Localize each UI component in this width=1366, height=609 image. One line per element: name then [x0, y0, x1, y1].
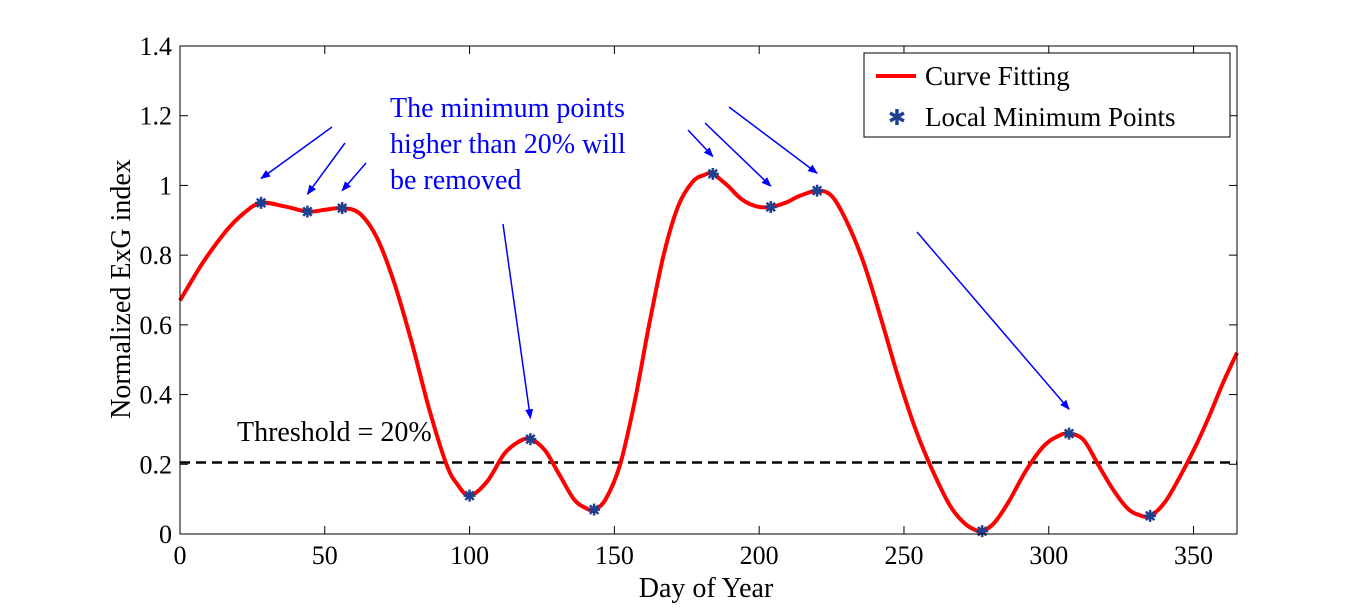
annotation-arrow	[704, 122, 772, 187]
x-tick-label: 300	[1029, 541, 1068, 570]
local-minimum-point	[1144, 509, 1157, 522]
annotation-arrow	[728, 106, 818, 174]
marker-core	[978, 527, 986, 535]
local-minimum-point	[976, 525, 989, 538]
annotation-line-1: The minimum points	[390, 93, 625, 124]
x-tick-label: 250	[884, 541, 923, 570]
annotation-line-3: be removed	[390, 165, 521, 196]
local-minimum-point	[764, 201, 777, 214]
local-minimum-point	[706, 167, 719, 180]
y-tick-label: 1.2	[140, 102, 173, 131]
y-tick-label: 0.6	[140, 311, 173, 340]
local-minimum-point	[255, 196, 268, 209]
y-axis-title: Normalized ExG index	[106, 159, 137, 419]
x-tick-label: 200	[740, 541, 779, 570]
local-minimum-point	[524, 433, 537, 446]
marker-core	[709, 170, 717, 178]
marker-core	[338, 204, 346, 212]
marker-core	[813, 187, 821, 195]
axes-frame	[179, 45, 1238, 535]
y-tick-label: 0.4	[140, 381, 173, 410]
x-tick-label: 0	[174, 541, 187, 570]
annotation-arrow	[502, 223, 534, 420]
y-tick-label: 1	[159, 171, 172, 200]
x-axis-title: Day of Year	[639, 573, 774, 604]
marker-core	[303, 208, 311, 216]
marker-core	[526, 435, 534, 443]
legend-marker-label: Local Minimum Points	[925, 102, 1176, 132]
annotation-arrow	[306, 142, 346, 195]
legend-marker-swatch: ✱	[888, 105, 906, 130]
local-minimum-point	[301, 205, 314, 218]
legend-box	[863, 52, 1231, 138]
tick-labels: 0 50 100 150 200 250 300 350 0 0.2 0.4 0.6 0.8 1 1.2 1.…	[140, 32, 1237, 570]
legend-curve-label: Curve Fitting	[925, 61, 1070, 91]
marker-core	[257, 199, 265, 207]
marker-core	[466, 492, 474, 500]
local-minimum-point	[463, 489, 476, 502]
annotation-arrow	[687, 129, 714, 158]
minimum-points-layer	[255, 167, 1157, 538]
y-tick-label: 1.4	[140, 32, 173, 61]
annotation-arrow	[341, 162, 367, 192]
y-tick-label: 0.8	[140, 241, 173, 270]
annotation-arrow	[260, 126, 333, 180]
x-tick-label: 150	[595, 541, 634, 570]
local-minimum-point	[1063, 427, 1076, 440]
marker-core	[1065, 430, 1073, 438]
y-tick-label: 0	[159, 520, 172, 549]
local-minimum-point	[336, 202, 349, 215]
annotation-arrows	[260, 106, 1070, 420]
plot-frame	[179, 45, 1238, 535]
marker-core	[767, 203, 775, 211]
x-tick-label: 350	[1174, 541, 1213, 570]
legend: Curve Fitting ✱ Local Minimum Points	[863, 52, 1231, 138]
annotation-arrow	[916, 231, 1070, 410]
x-tick-label: 50	[312, 541, 338, 570]
marker-core	[590, 506, 598, 514]
local-minimum-point	[588, 503, 601, 516]
marker-core	[1146, 512, 1154, 520]
annotation-line-2: higher than 20% will	[390, 129, 626, 160]
x-tick-label: 100	[450, 541, 489, 570]
threshold-label: Threshold = 20%	[237, 417, 432, 448]
y-tick-label: 0.2	[140, 450, 173, 479]
local-minimum-point	[811, 184, 824, 197]
